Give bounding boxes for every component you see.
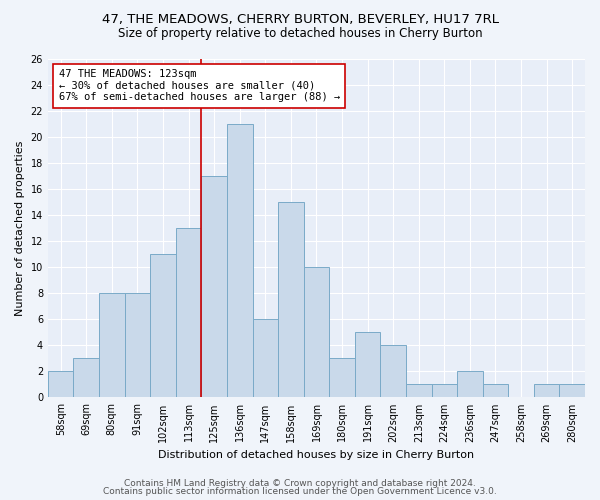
Bar: [73, 358, 99, 398]
Bar: [431, 384, 457, 398]
X-axis label: Distribution of detached houses by size in Cherry Burton: Distribution of detached houses by size …: [158, 450, 475, 460]
Bar: [202, 176, 227, 398]
Bar: [534, 384, 559, 398]
Bar: [99, 294, 125, 398]
Bar: [48, 372, 73, 398]
Bar: [482, 384, 508, 398]
Bar: [125, 294, 150, 398]
Bar: [355, 332, 380, 398]
Bar: [176, 228, 202, 398]
Text: Size of property relative to detached houses in Cherry Burton: Size of property relative to detached ho…: [118, 28, 482, 40]
Bar: [329, 358, 355, 398]
Bar: [278, 202, 304, 398]
Bar: [304, 268, 329, 398]
Bar: [559, 384, 585, 398]
Text: 47, THE MEADOWS, CHERRY BURTON, BEVERLEY, HU17 7RL: 47, THE MEADOWS, CHERRY BURTON, BEVERLEY…: [101, 12, 499, 26]
Text: Contains HM Land Registry data © Crown copyright and database right 2024.: Contains HM Land Registry data © Crown c…: [124, 478, 476, 488]
Bar: [227, 124, 253, 398]
Y-axis label: Number of detached properties: Number of detached properties: [15, 140, 25, 316]
Bar: [380, 346, 406, 398]
Bar: [406, 384, 431, 398]
Bar: [253, 320, 278, 398]
Text: Contains public sector information licensed under the Open Government Licence v3: Contains public sector information licen…: [103, 487, 497, 496]
Bar: [150, 254, 176, 398]
Text: 47 THE MEADOWS: 123sqm
← 30% of detached houses are smaller (40)
67% of semi-det: 47 THE MEADOWS: 123sqm ← 30% of detached…: [59, 69, 340, 102]
Bar: [457, 372, 482, 398]
